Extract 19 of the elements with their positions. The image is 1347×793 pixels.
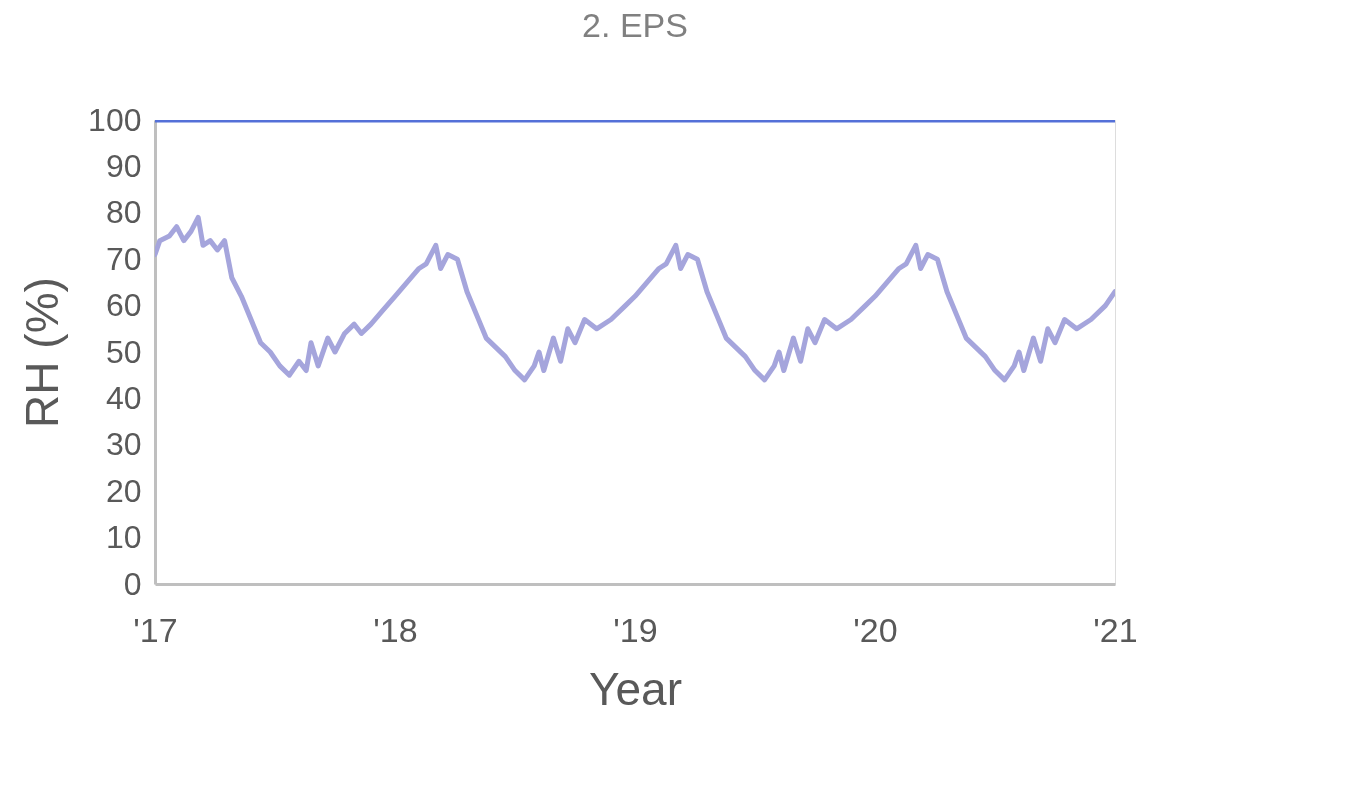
y-tick-label: 80 [105,194,142,231]
x-axis-title: Year [589,662,682,715]
y-tick-label: 50 [105,333,142,370]
chart-title: 2. EPS [582,6,688,44]
y-tick-label: 0 [123,565,142,602]
x-tick-label: '19 [613,610,658,649]
y-tick-label: 100 [88,101,142,138]
y-tick-label: 70 [105,240,142,277]
y-axis-title: RH (%) [16,277,69,428]
x-tick-label: '18 [373,610,418,649]
y-tick-label: 10 [105,519,142,556]
x-tick-label: '20 [853,610,898,649]
y-tick-label: 30 [105,426,142,463]
y-tick-label: 90 [105,147,142,184]
y-tick-label: 60 [105,287,142,324]
x-tick-label: '21 [1093,610,1138,649]
y-tick-label: 40 [105,379,142,416]
y-tick-label: 20 [105,472,142,509]
x-tick-label: '17 [133,610,178,649]
